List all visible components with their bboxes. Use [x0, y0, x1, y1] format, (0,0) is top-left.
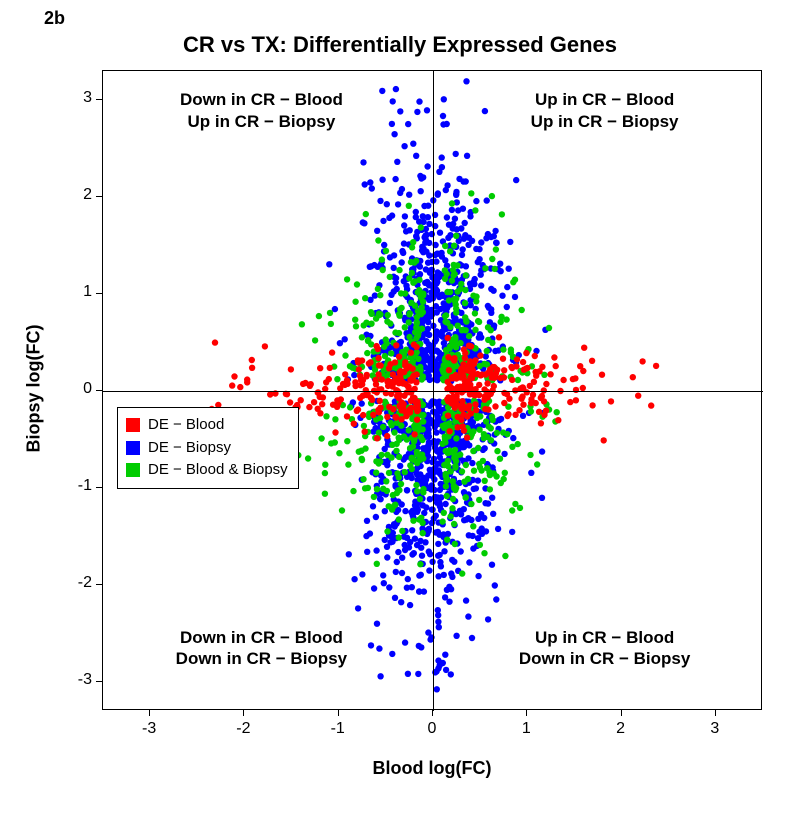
- quadrant-label-tr-line1: Up in CR − Blood: [535, 90, 674, 109]
- chart-title: CR vs TX: Differentially Expressed Genes: [0, 32, 800, 58]
- x-axis-label: Blood log(FC): [102, 758, 762, 779]
- y-tick-mark: [96, 487, 102, 488]
- figure: 2b CR vs TX: Differentially Expressed Ge…: [0, 0, 800, 819]
- y-tick-label: -1: [64, 477, 92, 495]
- legend-swatch: [126, 418, 140, 432]
- legend-item: DE − Blood: [126, 414, 288, 437]
- x-tick-mark: [243, 710, 244, 716]
- series-green: [295, 190, 560, 577]
- quadrant-label-tl-line2: Up in CR − Biopsy: [187, 112, 335, 131]
- x-tick-mark: [526, 710, 527, 716]
- crosshair-horizontal: [103, 391, 763, 392]
- legend-item: DE − Biopsy: [126, 437, 288, 460]
- legend-label: DE − Blood: [148, 414, 224, 437]
- legend-label: DE − Biopsy: [148, 437, 231, 460]
- y-tick-mark: [96, 390, 102, 391]
- legend-swatch: [126, 441, 140, 455]
- x-tick-label: 3: [700, 720, 730, 738]
- y-tick-mark: [96, 681, 102, 682]
- y-tick-label: -2: [64, 574, 92, 592]
- quadrant-label-br-line2: Down in CR − Biopsy: [519, 649, 690, 668]
- quadrant-label-bl-line1: Down in CR − Blood: [180, 628, 343, 647]
- quadrant-label-br: Up in CR − Blood Down in CR − Biopsy: [495, 627, 715, 670]
- y-tick-label: 3: [64, 89, 92, 107]
- y-tick-mark: [96, 293, 102, 294]
- y-tick-label: 2: [64, 186, 92, 204]
- x-tick-label: 2: [606, 720, 636, 738]
- plot-area: Down in CR − Blood Up in CR − Biopsy Up …: [102, 70, 762, 710]
- quadrant-label-bl-line2: Down in CR − Biopsy: [176, 649, 347, 668]
- legend-label: DE − Blood & Biopsy: [148, 459, 288, 482]
- x-tick-mark: [338, 710, 339, 716]
- x-tick-mark: [621, 710, 622, 716]
- quadrant-label-tl: Down in CR − Blood Up in CR − Biopsy: [151, 89, 371, 132]
- legend-item: DE − Blood & Biopsy: [126, 459, 288, 482]
- quadrant-label-br-line1: Up in CR − Blood: [535, 628, 674, 647]
- quadrant-label-bl: Down in CR − Blood Down in CR − Biopsy: [151, 627, 371, 670]
- x-tick-label: 1: [511, 720, 541, 738]
- y-tick-mark: [96, 99, 102, 100]
- x-tick-label: -3: [134, 720, 164, 738]
- legend-swatch: [126, 463, 140, 477]
- x-tick-label: 0: [417, 720, 447, 738]
- legend: DE − BloodDE − BiopsyDE − Blood & Biopsy: [117, 407, 299, 489]
- y-tick-label: -3: [64, 671, 92, 689]
- quadrant-label-tr: Up in CR − Blood Up in CR − Biopsy: [495, 89, 715, 132]
- x-tick-mark: [149, 710, 150, 716]
- x-tick-mark: [432, 710, 433, 716]
- y-tick-label: 0: [64, 380, 92, 398]
- y-tick-mark: [96, 196, 102, 197]
- y-axis-label: Biopsy log(FC): [24, 289, 45, 489]
- y-tick-mark: [96, 584, 102, 585]
- quadrant-label-tl-line1: Down in CR − Blood: [180, 90, 343, 109]
- y-tick-label: 1: [64, 283, 92, 301]
- x-tick-label: -1: [323, 720, 353, 738]
- x-tick-mark: [715, 710, 716, 716]
- quadrant-label-tr-line2: Up in CR − Biopsy: [531, 112, 679, 131]
- x-tick-label: -2: [228, 720, 258, 738]
- panel-label: 2b: [44, 8, 65, 29]
